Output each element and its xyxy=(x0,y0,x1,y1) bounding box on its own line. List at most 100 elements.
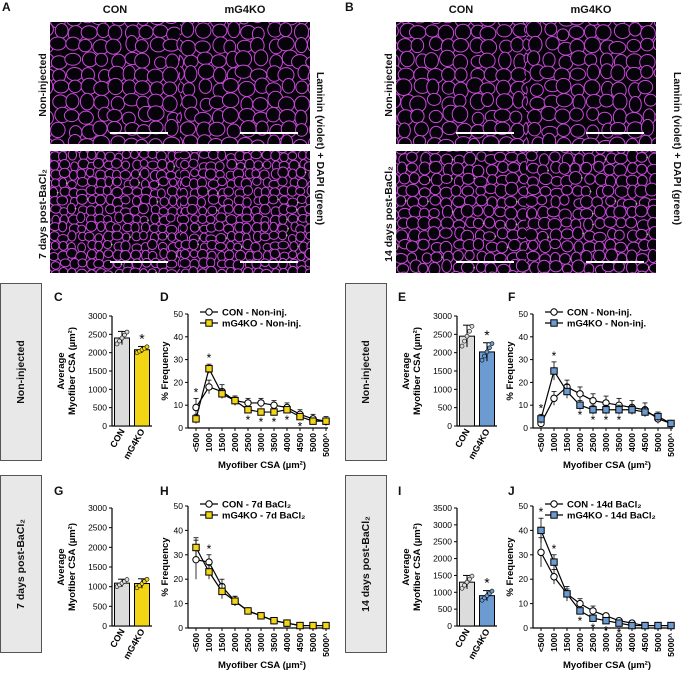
scale-bar xyxy=(456,261,514,263)
y-axis-label: Average xyxy=(56,548,67,585)
y-tick-label: 1000 xyxy=(433,587,452,597)
cell-network xyxy=(396,22,526,144)
data-point xyxy=(309,621,317,630)
data-point xyxy=(576,607,584,615)
x-tick-label: 5000 xyxy=(653,633,663,652)
data-point xyxy=(119,335,125,341)
y-tick-label: 3000 xyxy=(88,503,107,513)
data-point xyxy=(192,555,200,564)
y-tick-label: 1000 xyxy=(88,582,107,592)
series-line xyxy=(540,530,671,627)
y-tick-label: 30 xyxy=(174,550,184,560)
chart-d: 0 10 20 30 40 50 % Frequency <500 1000 1500 2000 25… xyxy=(160,308,331,471)
scale-bar xyxy=(110,261,168,263)
side-box-noninjected-left: Non-injected xyxy=(0,283,42,461)
significance-mark: * xyxy=(484,575,490,591)
side-label: 7 days post-BaCl₂ xyxy=(15,519,27,609)
micrograph-con-noninjected-a xyxy=(50,22,180,144)
side-label: Non-injected xyxy=(360,340,372,404)
x-tick-label: CON xyxy=(453,427,472,449)
data-point xyxy=(283,406,291,414)
bar xyxy=(459,335,475,427)
data-point xyxy=(244,607,252,615)
y-tick-label: 3000 xyxy=(433,520,452,530)
cell-network xyxy=(50,151,180,273)
data-point xyxy=(469,573,475,579)
scale-bar xyxy=(240,261,298,263)
scale-bar xyxy=(240,132,298,134)
legend-marker xyxy=(550,500,558,508)
cell-network xyxy=(526,151,656,273)
y-tick-label: 50 xyxy=(174,309,184,319)
significance-mark: * xyxy=(298,420,303,434)
data-point xyxy=(218,390,226,398)
x-tick-label: 5000^ xyxy=(666,633,676,657)
data-point xyxy=(550,394,558,403)
significance-mark: * xyxy=(259,415,264,429)
significance-mark: * xyxy=(139,330,145,346)
data-point xyxy=(628,406,636,414)
side-box-14d: 14 days post-BaCl₂ xyxy=(345,475,387,653)
side-box-noninjected-right: Non-injected xyxy=(345,283,387,461)
data-point xyxy=(563,387,571,396)
chart-f: 0 10 20 30 40 50 % Frequency <500 1000 1500 2000 25… xyxy=(505,308,676,471)
x-tick-label: 4500 xyxy=(295,633,305,652)
y-tick-label: 40 xyxy=(519,525,529,535)
x-axis-label: Myofiber CSA (µm²) xyxy=(218,460,306,470)
y-axis-label: % Frequency xyxy=(505,341,516,401)
y-tick-label: 40 xyxy=(519,332,529,342)
significance-mark: * xyxy=(604,624,609,638)
x-tick-label: 4000 xyxy=(282,633,292,652)
cell-network xyxy=(50,22,180,144)
panel-letter-j: J xyxy=(508,484,515,498)
y-tick-label: 1000 xyxy=(433,384,452,394)
y-tick-label: 20 xyxy=(174,574,184,584)
x-tick-label: 5000^ xyxy=(321,633,331,657)
x-tick-label: 2000 xyxy=(230,633,240,652)
data-point xyxy=(667,621,675,630)
data-point xyxy=(537,415,545,423)
y-tick-label: 20 xyxy=(174,377,184,387)
data-point xyxy=(462,582,467,588)
data-point xyxy=(467,328,472,334)
data-point xyxy=(322,417,330,425)
significance-mark: * xyxy=(591,621,596,635)
data-point xyxy=(270,401,278,409)
data-point xyxy=(589,406,597,414)
micrograph-con-7d xyxy=(50,151,180,273)
data-point xyxy=(464,333,470,339)
legend-label: CON - 14d BaCl₂ xyxy=(567,500,641,511)
legend-marker xyxy=(550,511,558,519)
data-point xyxy=(654,412,662,421)
significance-mark: * xyxy=(604,413,609,427)
y-tick-label: 0 xyxy=(102,621,107,631)
y-tick-label: 0 xyxy=(178,423,183,433)
panel-letter-a: A xyxy=(2,0,11,14)
x-tick-label: 4000 xyxy=(282,433,292,452)
side-label: 14 days post-BaCl₂ xyxy=(360,516,372,612)
row-label-noninjected-b: Non-injected xyxy=(383,53,395,117)
side-box-7d: 7 days post-BaCl₂ xyxy=(0,475,42,653)
significance-mark: * xyxy=(194,385,199,399)
y-tick-label: 0 xyxy=(447,621,452,631)
x-tick-label: 1000 xyxy=(549,433,559,452)
legend-marker xyxy=(550,319,558,327)
y-tick-label: 2500 xyxy=(88,329,107,339)
x-tick-label: CON xyxy=(108,627,127,649)
data-point xyxy=(322,621,330,630)
data-point xyxy=(487,345,492,351)
y-tick-label: 10 xyxy=(519,400,529,410)
x-axis-label: Myofiber CSA (µm²) xyxy=(563,460,651,470)
data-point xyxy=(144,576,150,582)
y-tick-label: 50 xyxy=(174,501,184,511)
stain-label-a: Laminin (violet) + DAPI (green) xyxy=(314,71,326,226)
col-title-mg4ko-b: mG4KO xyxy=(570,4,612,16)
x-tick-label: 2500 xyxy=(588,633,598,652)
x-tick-label: 5000 xyxy=(308,433,318,452)
data-point xyxy=(615,406,623,414)
data-point xyxy=(122,332,127,338)
x-tick-label: 5000 xyxy=(653,433,663,452)
bar xyxy=(479,351,495,427)
data-point xyxy=(641,408,649,416)
cell-network xyxy=(180,22,310,144)
